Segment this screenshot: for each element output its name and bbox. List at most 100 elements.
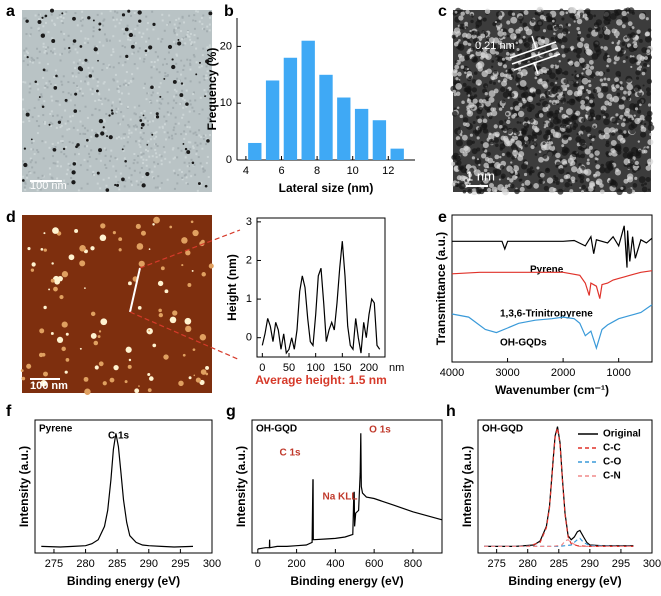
- texture: [184, 35, 187, 38]
- texture: [190, 175, 193, 178]
- texture: [482, 147, 486, 151]
- texture: [531, 169, 535, 174]
- texture: [485, 53, 492, 60]
- texture: [585, 68, 593, 76]
- texture: [172, 147, 175, 150]
- texture: [635, 152, 642, 159]
- texture: [96, 182, 99, 185]
- particle: [79, 244, 86, 252]
- texture: [66, 120, 69, 123]
- texture: [130, 174, 133, 177]
- texture: [65, 146, 68, 149]
- texture: [453, 93, 457, 97]
- texture: [173, 23, 176, 26]
- texture: [451, 154, 457, 160]
- texture: [616, 19, 623, 26]
- texture: [22, 81, 25, 84]
- texture: [182, 68, 185, 71]
- texture: [60, 52, 63, 55]
- particle: [138, 19, 142, 23]
- texture: [153, 177, 156, 180]
- texture: [200, 16, 203, 19]
- texture: [27, 52, 30, 55]
- texture: [627, 90, 632, 95]
- texture: [588, 106, 592, 110]
- texture: [176, 54, 179, 57]
- particle: [61, 346, 66, 352]
- texture: [592, 88, 598, 94]
- texture: [599, 78, 603, 82]
- particle: [109, 377, 115, 383]
- texture: [625, 108, 631, 113]
- texture: [177, 17, 180, 20]
- texture: [510, 143, 518, 151]
- particle: [40, 380, 47, 387]
- texture: [122, 133, 125, 136]
- texture: [69, 168, 72, 171]
- particle: [65, 332, 69, 336]
- texture: [454, 127, 462, 135]
- texture: [454, 64, 460, 70]
- texture: [467, 110, 472, 115]
- texture: [25, 174, 28, 177]
- texture: [466, 70, 472, 77]
- texture: [124, 46, 127, 49]
- y-tick-label: 20: [220, 40, 232, 52]
- texture: [81, 18, 84, 21]
- texture: [172, 157, 175, 160]
- texture: [203, 28, 206, 31]
- texture: [184, 42, 187, 45]
- texture: [186, 58, 189, 61]
- texture: [462, 190, 467, 194]
- texture: [166, 91, 169, 94]
- texture: [645, 31, 651, 37]
- texture: [167, 102, 170, 105]
- texture: [157, 37, 160, 40]
- texture: [472, 121, 476, 125]
- texture: [82, 132, 85, 135]
- texture: [531, 93, 536, 98]
- texture: [156, 55, 159, 58]
- particle: [148, 376, 154, 381]
- texture: [112, 16, 115, 19]
- texture: [108, 159, 111, 162]
- texture: [177, 26, 180, 29]
- texture: [79, 87, 82, 90]
- texture: [505, 88, 510, 93]
- texture: [503, 43, 510, 51]
- texture: [46, 52, 49, 55]
- particle: [31, 262, 36, 267]
- particle: [100, 223, 106, 229]
- texture: [60, 124, 63, 127]
- particle: [98, 330, 102, 333]
- texture: [137, 50, 140, 53]
- series-line: [484, 537, 634, 547]
- texture: [175, 90, 178, 93]
- texture: [86, 60, 89, 63]
- texture: [84, 127, 87, 130]
- particle: [61, 12, 64, 15]
- texture: [580, 62, 587, 68]
- texture: [129, 79, 132, 82]
- texture: [150, 94, 153, 97]
- texture: [80, 187, 83, 190]
- particle: [185, 325, 192, 333]
- texture: [538, 68, 544, 75]
- texture: [471, 87, 477, 93]
- bar: [265, 80, 280, 160]
- texture: [156, 145, 159, 148]
- texture: [587, 27, 593, 32]
- texture: [144, 116, 147, 119]
- texture: [579, 179, 585, 184]
- y-axis-label: Intensity (a.u.): [17, 446, 31, 527]
- texture: [134, 140, 137, 143]
- texture: [579, 15, 583, 19]
- texture: [41, 174, 44, 177]
- texture: [142, 86, 145, 89]
- texture: [105, 184, 108, 187]
- texture: [82, 62, 85, 65]
- texture: [89, 88, 92, 91]
- texture: [485, 100, 491, 107]
